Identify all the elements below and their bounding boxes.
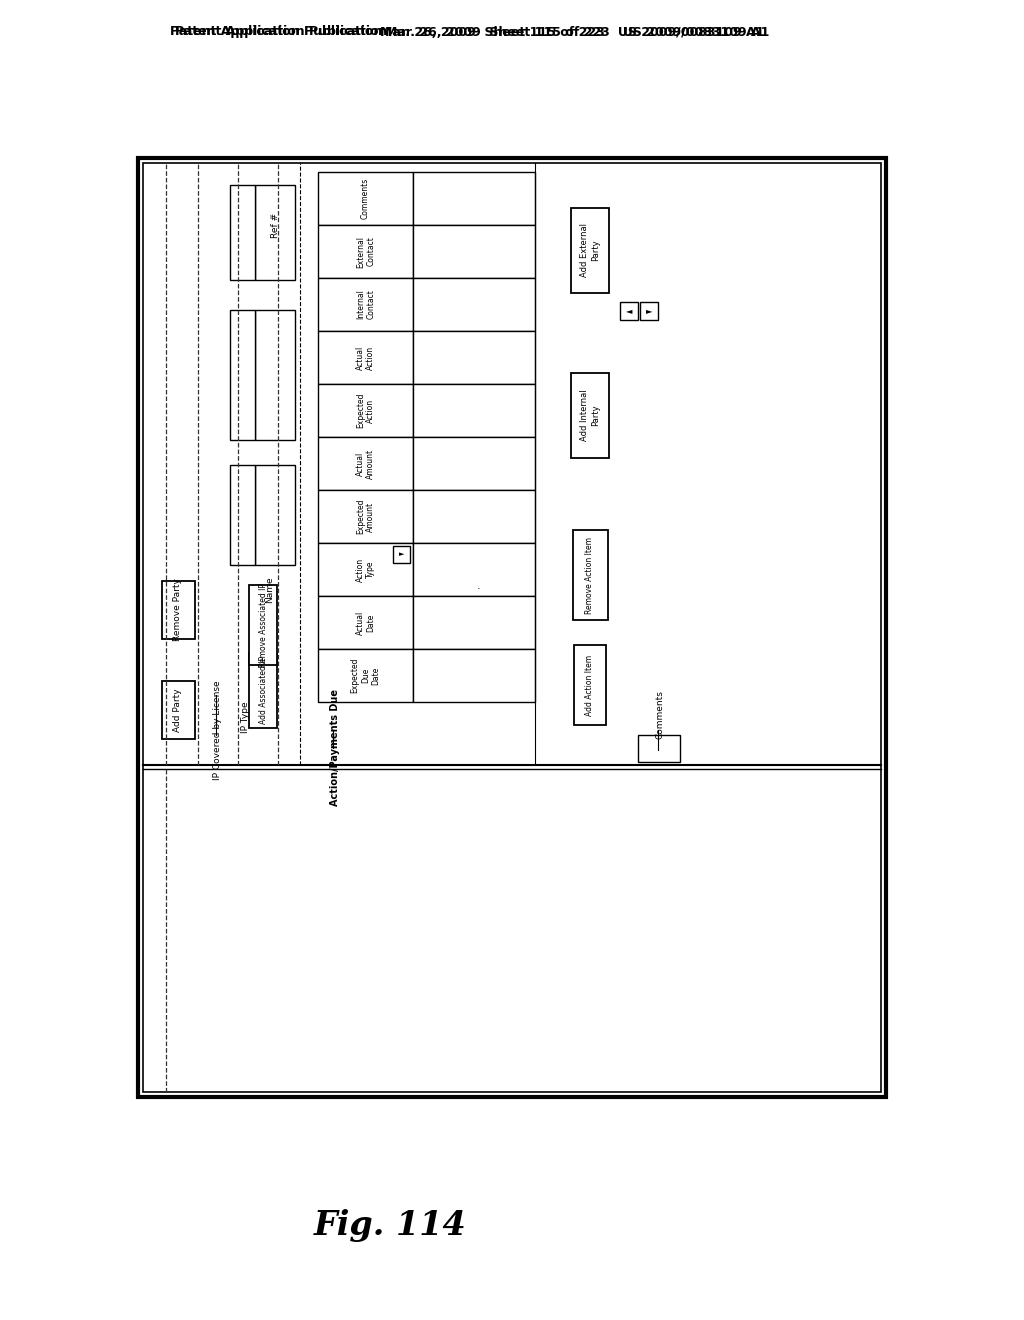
Bar — [230, 310, 255, 440]
Bar — [413, 331, 535, 384]
Bar — [249, 652, 278, 727]
Text: Comments: Comments — [655, 690, 665, 739]
Text: Action
Type: Action Type — [355, 557, 375, 582]
Bar — [393, 546, 410, 564]
Bar — [413, 437, 535, 490]
Text: Name: Name — [265, 577, 274, 603]
Bar — [571, 207, 609, 293]
Text: Ref #: Ref # — [270, 213, 280, 238]
Bar — [255, 185, 295, 280]
Bar — [638, 735, 680, 762]
Text: ◄: ◄ — [626, 306, 632, 315]
Bar — [318, 543, 413, 597]
Bar — [571, 372, 609, 458]
Text: ►: ► — [399, 550, 404, 557]
Bar — [413, 172, 535, 224]
Bar — [413, 597, 535, 649]
Bar — [318, 490, 413, 543]
Bar — [413, 649, 535, 702]
Text: Actual
Amount: Actual Amount — [355, 449, 375, 479]
Bar — [143, 162, 881, 1092]
Text: IP Type: IP Type — [241, 701, 250, 733]
Text: IP Covered by License: IP Covered by License — [213, 680, 222, 780]
Text: Patent Application Publication: Patent Application Publication — [170, 25, 382, 38]
Bar — [230, 465, 255, 565]
Text: Expected
Due
Date: Expected Due Date — [350, 657, 380, 693]
Bar — [413, 224, 535, 279]
Text: Add External
Party: Add External Party — [581, 223, 600, 277]
Bar — [249, 585, 278, 665]
Bar — [162, 581, 195, 639]
Text: Remove Action Item: Remove Action Item — [586, 536, 595, 614]
Text: Add Action Item: Add Action Item — [586, 655, 595, 715]
Bar — [413, 279, 535, 331]
Bar — [255, 310, 295, 440]
Text: Add Party: Add Party — [173, 688, 182, 731]
Text: Mar. 26, 2009  Sheet 115 of 223   US 2009/0083109 A1: Mar. 26, 2009 Sheet 115 of 223 US 2009/0… — [380, 25, 764, 38]
Bar — [318, 649, 413, 702]
Text: Add Associated IP: Add Associated IP — [258, 656, 267, 725]
Bar — [574, 645, 606, 725]
Bar — [620, 302, 638, 319]
Bar — [318, 331, 413, 384]
Bar — [255, 465, 295, 565]
Bar — [413, 490, 535, 543]
Text: External
Contact: External Contact — [355, 235, 375, 268]
Bar — [318, 597, 413, 649]
Text: Expected
Action: Expected Action — [355, 393, 375, 428]
Bar — [572, 531, 607, 620]
Bar — [318, 437, 413, 490]
Bar — [413, 384, 535, 437]
Text: Actual
Date: Actual Date — [355, 610, 375, 635]
Bar — [138, 158, 886, 1097]
Text: Action/Payments Due: Action/Payments Due — [330, 689, 340, 807]
Text: Internal
Contact: Internal Contact — [355, 289, 375, 319]
Bar — [318, 279, 413, 331]
Text: Remove Associated IP: Remove Associated IP — [258, 583, 267, 667]
Text: Patent Application Publication: Patent Application Publication — [175, 25, 387, 38]
Text: .: . — [477, 581, 481, 591]
Text: Remove Party: Remove Party — [173, 578, 182, 642]
Text: Mar. 26, 2009  Sheet 115 of 223   US 2009/0083109 A1: Mar. 26, 2009 Sheet 115 of 223 US 2009/0… — [385, 25, 769, 38]
Text: ►: ► — [646, 306, 652, 315]
Bar — [162, 681, 195, 739]
Text: Actual
Action: Actual Action — [355, 346, 375, 370]
Bar — [318, 384, 413, 437]
Text: Comments: Comments — [361, 178, 370, 219]
Text: Expected
Amount: Expected Amount — [355, 499, 375, 535]
Text: Add Internal
Party: Add Internal Party — [581, 389, 600, 441]
Text: Fig. 114: Fig. 114 — [313, 1209, 466, 1242]
Bar — [640, 302, 658, 319]
Bar — [318, 224, 413, 279]
Bar — [230, 185, 255, 280]
Bar — [318, 172, 413, 224]
Bar — [413, 543, 535, 597]
